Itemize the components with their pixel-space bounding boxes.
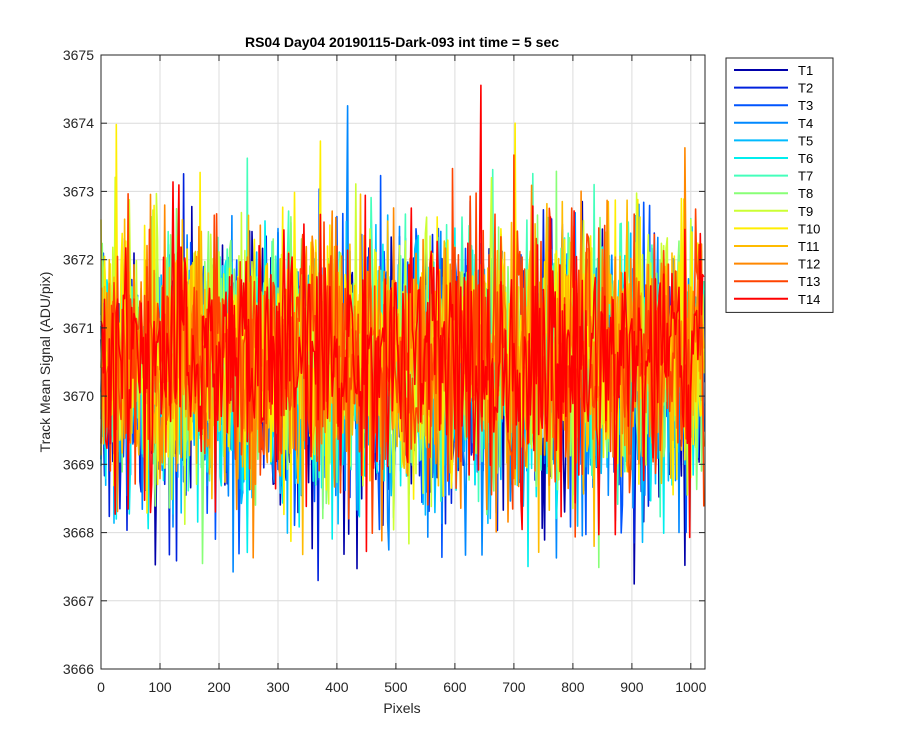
x-tick-label: 400 — [325, 679, 349, 695]
legend-label: T1 — [798, 63, 813, 78]
legend-label: T4 — [798, 116, 813, 131]
x-tick-label: 600 — [443, 679, 467, 695]
x-tick-label: 100 — [148, 679, 172, 695]
x-tick-label: 800 — [561, 679, 585, 695]
x-tick-label: 0 — [97, 679, 105, 695]
y-tick-label: 3675 — [63, 47, 94, 63]
legend-label: T3 — [798, 98, 813, 113]
y-axis-label: Track Mean Signal (ADU/pix) — [37, 272, 53, 453]
y-tick-label: 3667 — [63, 593, 94, 609]
axes-box — [100, 54, 706, 670]
x-axis-label: Pixels — [383, 700, 420, 716]
legend-label: T11 — [798, 239, 819, 254]
x-tick-labels: 0 100 200 300 400 500 600 700 800 900 1000 — [97, 55, 707, 695]
legend-label: T6 — [798, 151, 813, 166]
x-tick-label: 200 — [207, 679, 231, 695]
y-tick-label: 3670 — [63, 388, 94, 404]
legend-label: T9 — [798, 204, 813, 219]
y-tick-label: 3666 — [63, 661, 94, 677]
x-tick-label: 900 — [620, 679, 644, 695]
x-tick-label: 300 — [266, 679, 290, 695]
series-lines — [100, 84, 705, 585]
legend-label: T8 — [798, 186, 813, 201]
legend[interactable]: T1 T2 T3 T4 T5 T6 T7 T8 T9 T10 T11 T12 T13 T14 — [725, 57, 834, 313]
y-tick-labels: 3666 3667 3668 3669 3670 3671 3672 3673 3674 3675 — [63, 47, 705, 677]
y-tick-label: 3668 — [63, 525, 94, 541]
legend-label: T5 — [798, 133, 813, 148]
legend-label: T2 — [798, 81, 813, 96]
legend-label: T10 — [798, 221, 820, 236]
x-tick-label: 1000 — [675, 679, 706, 695]
y-tick-label: 3674 — [63, 115, 94, 131]
legend-label: T12 — [798, 257, 820, 272]
chart-title: RS04 Day04 20190115-Dark-093 int time = … — [245, 34, 559, 50]
y-tick-label: 3672 — [63, 252, 94, 268]
legend-label: T14 — [798, 292, 820, 307]
x-tick-label: 700 — [502, 679, 526, 695]
legend-label: T7 — [798, 169, 813, 184]
series-line-t14 — [100, 84, 705, 553]
y-tick-label: 3669 — [63, 456, 94, 472]
y-tick-label: 3671 — [63, 320, 94, 336]
legend-label: T13 — [798, 274, 820, 289]
y-tick-label: 3673 — [63, 183, 94, 199]
legend-box — [725, 57, 834, 313]
x-tick-label: 500 — [384, 679, 408, 695]
